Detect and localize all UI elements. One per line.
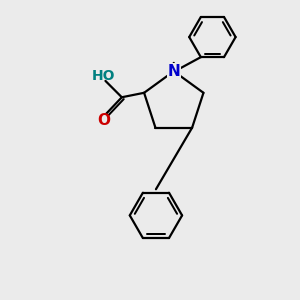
Text: N: N [167, 64, 180, 79]
Text: HO: HO [92, 69, 116, 82]
Text: O: O [97, 112, 110, 128]
